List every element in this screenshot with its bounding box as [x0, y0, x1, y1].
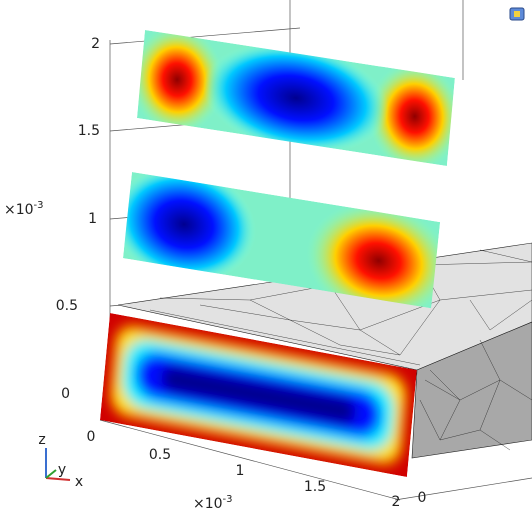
mode-top: [136, 30, 455, 167]
z-tick-label: 0.5: [56, 298, 78, 314]
x-tick-label: 0: [87, 429, 96, 445]
triad-y: y: [58, 462, 66, 478]
mode-middle: [122, 172, 441, 309]
view-button[interactable]: [509, 7, 525, 21]
triad-z: z: [38, 432, 45, 448]
z-tick-label: 1.5: [78, 123, 100, 139]
z-tick-label: 0: [61, 386, 70, 402]
scale-base: ×10: [193, 496, 223, 512]
axis-triad: z y x: [38, 432, 83, 490]
scale-base: ×10: [4, 202, 34, 218]
mode-bottom: [99, 313, 417, 478]
triad-x: x: [75, 474, 83, 490]
x-tick-label: 1: [236, 463, 245, 479]
scale-exponent: -3: [223, 494, 233, 505]
x-tick-label: 0.5: [149, 447, 171, 463]
z-scale-label: ×10-3: [4, 200, 44, 218]
x-tick-label: 1.5: [304, 479, 326, 495]
y-tick-label: 0: [418, 490, 427, 506]
scale-exponent: -3: [34, 200, 44, 211]
x-scale-label: ×10-3: [193, 494, 233, 512]
z-tick-label: 1: [88, 211, 97, 227]
x-tick-label: 2: [392, 494, 401, 510]
z-tick-label: 2: [91, 36, 100, 52]
